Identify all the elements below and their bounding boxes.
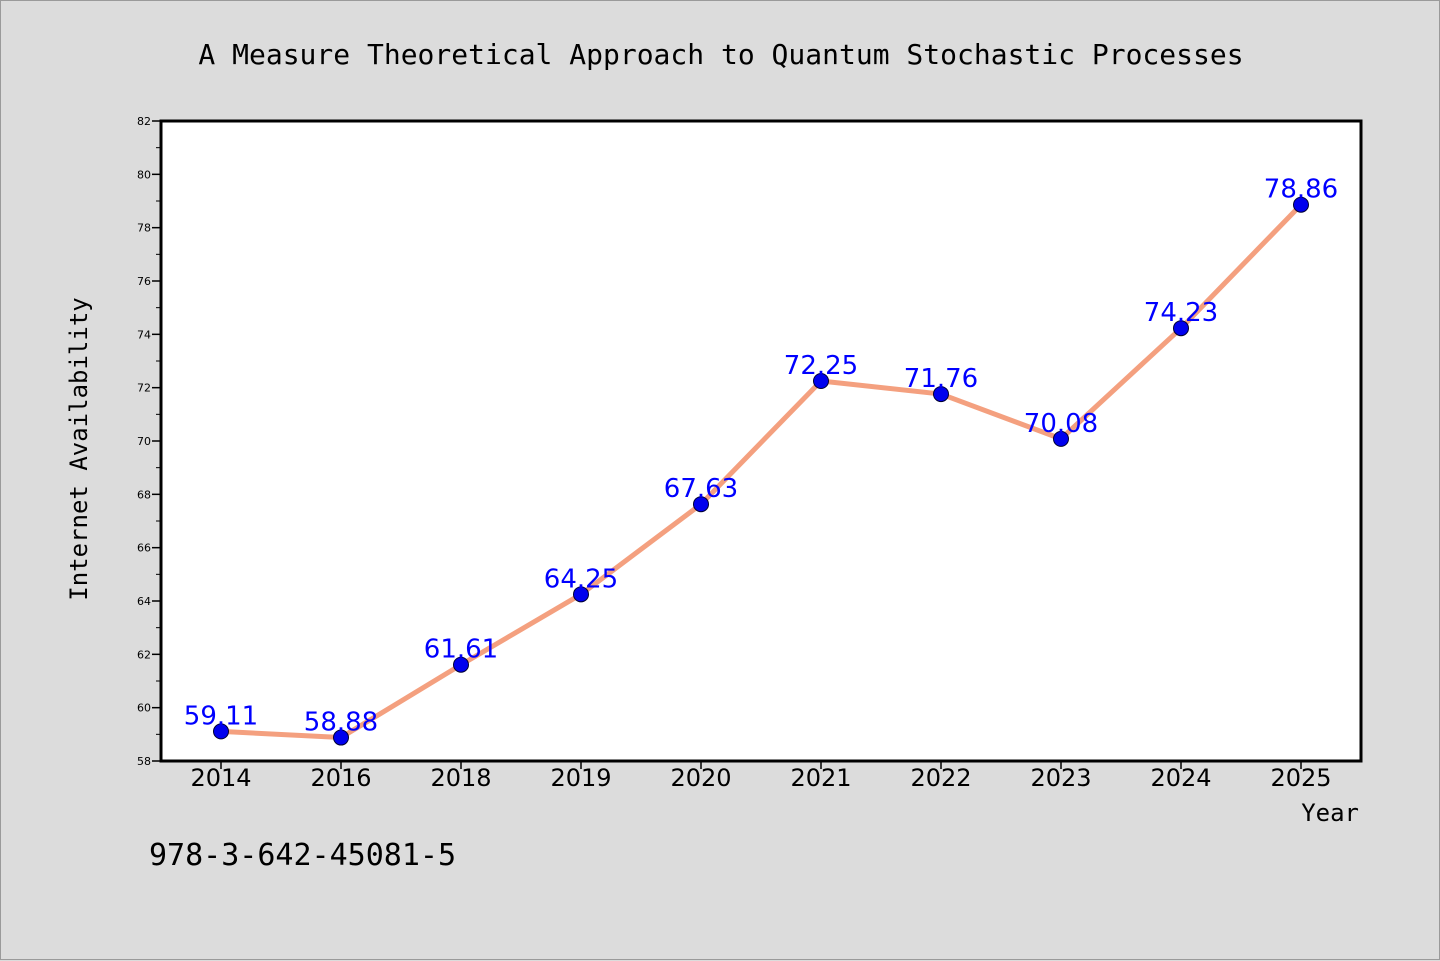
y-tick-label: 72: [137, 382, 151, 395]
data-label: 64.25: [544, 564, 618, 594]
x-axis-label: Year: [1301, 799, 1359, 827]
data-label: 72.25: [784, 351, 858, 381]
y-tick-label: 78: [137, 222, 151, 235]
data-point-marker: [573, 586, 589, 603]
y-tick-label: 82: [137, 115, 151, 128]
x-tick-label: 2025: [1270, 764, 1331, 792]
series-line: [218, 202, 1304, 741]
data-point-marker: [453, 656, 469, 673]
x-tick-label: 2021: [790, 764, 851, 792]
x-tick-label: 2019: [550, 764, 611, 792]
x-tick-label: 2018: [430, 764, 491, 792]
y-tick-label: 68: [137, 488, 151, 501]
data-point-marker: [1173, 320, 1189, 337]
y-tick-label: 66: [137, 542, 151, 555]
y-tick-label: 58: [137, 755, 151, 768]
data-label: 67.63: [664, 474, 738, 504]
x-tick-label: 2014: [190, 764, 251, 792]
x-axis: 2014 2016 2018 2019 2020 2021 2022 2023 2024 2025: [190, 761, 1332, 792]
data-label: 61.61: [424, 635, 498, 665]
data-point-marker: [333, 729, 349, 746]
x-tick-label: 2024: [1150, 764, 1211, 792]
data-point-marker: [933, 386, 949, 403]
y-axis-label: Internet Availability: [65, 297, 93, 600]
data-point-marker: [813, 373, 829, 389]
x-tick-label: 2022: [910, 764, 971, 792]
series-layer: 59.11 58.88 61.61 64.25 67.63 72.25 71.76 70.08…: [184, 175, 1338, 746]
y-axis: 58 60 62 64 66 68 70 72 74 76 78 80 82: [137, 115, 161, 768]
y-tick-label: 64: [137, 595, 151, 608]
x-tick-label: 2020: [670, 764, 731, 792]
data-label: 58.88: [304, 708, 378, 738]
data-point-marker: [693, 496, 709, 513]
data-point-marker: [213, 723, 229, 740]
y-tick-label: 70: [137, 435, 151, 448]
isbn-text: 978-3-642-45081-5: [149, 838, 456, 873]
y-tick-label: 74: [137, 328, 151, 341]
data-label: 71.76: [904, 364, 978, 394]
y-tick-label: 80: [137, 168, 151, 181]
data-label: 59.11: [184, 701, 258, 731]
plot-border: [159, 119, 1363, 763]
chart-title: A Measure Theoretical Approach to Quantu…: [198, 38, 1243, 71]
data-label: 78.86: [1264, 175, 1338, 205]
data-label: 74.23: [1144, 298, 1218, 328]
y-tick-label: 76: [137, 275, 151, 288]
data-point-marker: [1053, 430, 1069, 447]
y-tick-label: 62: [137, 648, 151, 661]
x-tick-label: 2016: [310, 764, 371, 792]
data-point-marker: [1293, 196, 1309, 213]
y-tick-label: 60: [137, 702, 151, 715]
data-label: 70.08: [1024, 409, 1098, 439]
x-tick-label: 2023: [1030, 764, 1091, 792]
